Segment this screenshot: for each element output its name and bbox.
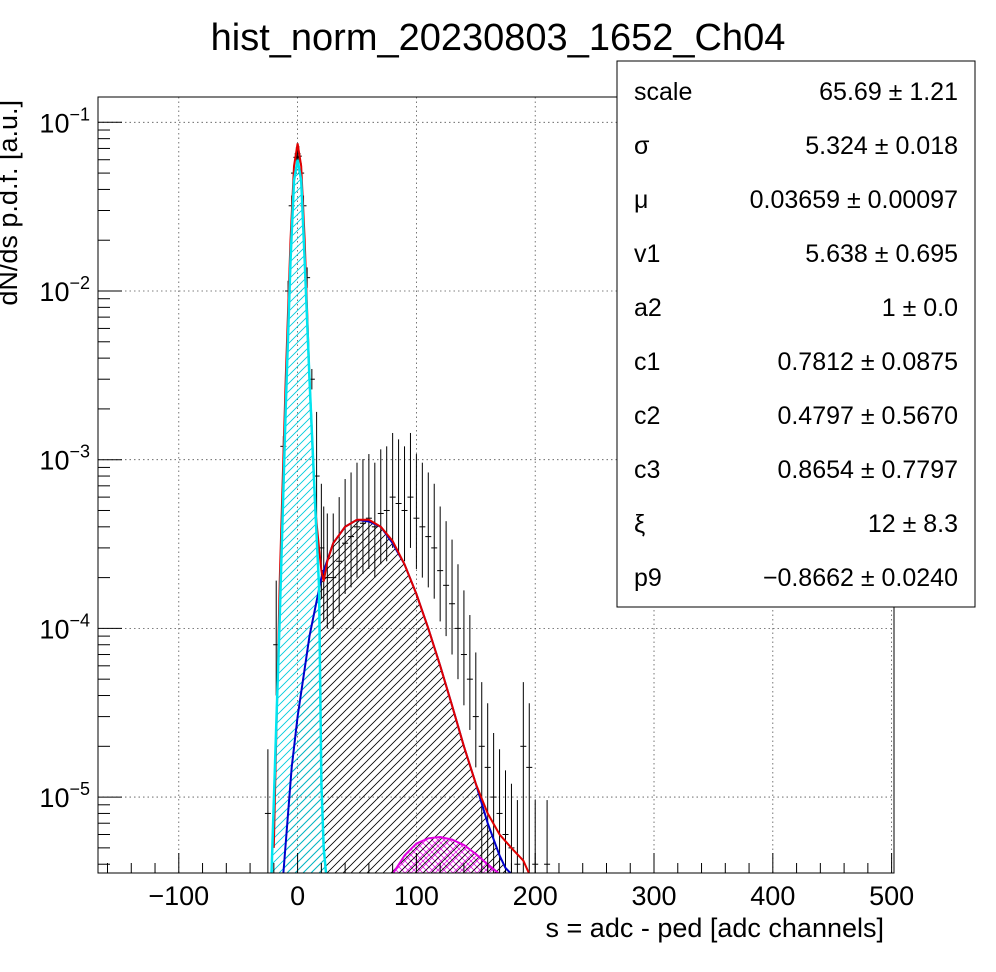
x-tick-label: 400 <box>750 881 795 911</box>
total-fit-curve <box>272 143 530 873</box>
y-tick-label: 10−2 <box>39 273 90 307</box>
stats-row-label: v1 <box>634 240 660 268</box>
stats-row-value: 65.69 ± 1.21 <box>819 78 958 106</box>
stats-row-label: a2 <box>634 294 662 322</box>
y-tick-label: 10−5 <box>39 779 90 813</box>
fit-curves <box>270 143 530 873</box>
stats-row-value: 0.8654 ± 0.7797 <box>777 456 958 484</box>
stats-row-label: p9 <box>634 564 662 592</box>
stats-row-label: c2 <box>634 402 660 430</box>
pedestal-curve <box>270 159 328 873</box>
x-tick-label: 100 <box>394 881 439 911</box>
stats-row-label: ξ <box>634 510 645 538</box>
stats-row-value: 0.7812 ± 0.0875 <box>777 348 958 376</box>
fit-component-fills <box>271 159 511 873</box>
x-axis-label: s = adc - ped [adc channels] <box>546 913 884 943</box>
stats-row-value: 5.324 ± 0.018 <box>805 132 958 160</box>
stats-row-label: scale <box>634 78 692 106</box>
y-axis-label: dN/ds p.d.f. [a.u.] <box>0 100 23 306</box>
x-tick-label: 0 <box>290 881 305 911</box>
x-tick-label: 300 <box>631 881 676 911</box>
x-tick-label: 200 <box>513 881 558 911</box>
stats-row-value: 12 ± 8.3 <box>868 510 958 538</box>
x-axis-ticks: −100 0 100 200 300 400 500 <box>107 853 914 911</box>
y-tick-label: 10−3 <box>39 442 90 476</box>
single-pe-fill <box>283 519 511 873</box>
stats-row-value: −0.8662 ± 0.0240 <box>763 564 958 592</box>
y-axis-ticks: 10−1 10−2 10−3 10−4 10−5 <box>39 104 122 865</box>
pedestal-fill <box>271 159 327 873</box>
stats-row-value: 5.638 ± 0.695 <box>805 240 958 268</box>
x-tick-label: 500 <box>869 881 914 911</box>
stats-row-value: 0.03659 ± 0.00097 <box>750 186 958 214</box>
y-tick-label: 10−1 <box>39 104 90 138</box>
stats-row-label: c1 <box>634 348 660 376</box>
stats-row-value: 0.4797 ± 0.5670 <box>777 402 958 430</box>
stats-row-value: 1 ± 0.0 <box>882 294 958 322</box>
stats-box: scale 65.69 ± 1.21 σ 5.324 ± 0.018 μ 0.03659 … <box>616 60 976 608</box>
stats-row-label: μ <box>634 186 648 214</box>
stats-row-label: σ <box>634 132 650 160</box>
double-pe-curve <box>392 835 500 873</box>
stats-row-label: c3 <box>634 456 660 484</box>
chart-title: hist_norm_20230803_1652_Ch04 <box>211 17 786 59</box>
y-tick-label: 10−4 <box>39 610 90 644</box>
x-tick-label: −100 <box>148 881 209 911</box>
